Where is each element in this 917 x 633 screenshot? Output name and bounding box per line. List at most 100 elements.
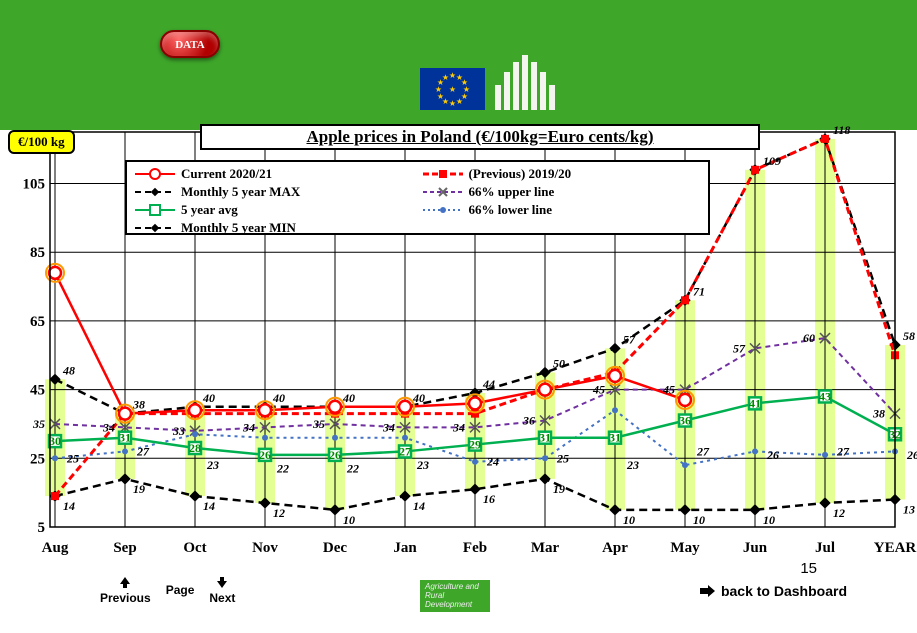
svg-text:34: 34 bbox=[452, 420, 465, 434]
svg-text:109: 109 bbox=[763, 154, 781, 168]
svg-text:10: 10 bbox=[623, 513, 635, 527]
svg-text:30: 30 bbox=[49, 434, 61, 448]
svg-text:25: 25 bbox=[30, 451, 45, 467]
svg-text:22: 22 bbox=[346, 462, 359, 476]
pillars-icon bbox=[495, 55, 555, 110]
svg-text:Sep: Sep bbox=[113, 540, 136, 556]
svg-text:40: 40 bbox=[272, 391, 285, 405]
svg-text:10: 10 bbox=[343, 513, 355, 527]
legend-previous: (Previous) 2019/20 bbox=[469, 166, 572, 182]
next-page-button[interactable]: Next bbox=[209, 575, 235, 605]
svg-text:May: May bbox=[670, 540, 700, 556]
svg-text:71: 71 bbox=[693, 284, 705, 298]
svg-text:27: 27 bbox=[136, 444, 150, 458]
svg-text:57: 57 bbox=[733, 341, 746, 355]
svg-text:10: 10 bbox=[763, 513, 775, 527]
svg-text:19: 19 bbox=[133, 482, 145, 496]
legend-min: Monthly 5 year MIN bbox=[181, 220, 296, 236]
svg-text:29: 29 bbox=[469, 438, 481, 452]
footer: 15 Previous Page Next Agriculture and Ru… bbox=[0, 575, 917, 633]
svg-text:40: 40 bbox=[342, 391, 355, 405]
svg-text:22: 22 bbox=[276, 462, 289, 476]
page-label: Page bbox=[166, 583, 195, 597]
svg-text:24: 24 bbox=[486, 455, 499, 469]
svg-text:35: 35 bbox=[32, 417, 45, 431]
svg-text:25: 25 bbox=[66, 451, 79, 465]
back-to-dashboard-link[interactable]: back to Dashboard bbox=[698, 583, 847, 599]
svg-text:10: 10 bbox=[693, 513, 705, 527]
svg-text:14: 14 bbox=[203, 499, 215, 513]
svg-text:28: 28 bbox=[189, 441, 201, 455]
svg-text:12: 12 bbox=[833, 506, 845, 520]
svg-text:Apr: Apr bbox=[602, 540, 628, 556]
page-number: 15 bbox=[800, 560, 817, 577]
svg-text:Mar: Mar bbox=[531, 540, 560, 556]
arrow-up-icon bbox=[118, 575, 132, 589]
svg-text:38: 38 bbox=[132, 398, 145, 412]
svg-text:41: 41 bbox=[749, 396, 761, 410]
svg-text:60: 60 bbox=[803, 331, 815, 345]
svg-text:33: 33 bbox=[172, 424, 185, 438]
svg-text:65: 65 bbox=[30, 314, 45, 330]
svg-text:50: 50 bbox=[553, 356, 565, 370]
svg-text:13: 13 bbox=[903, 503, 915, 517]
svg-text:43: 43 bbox=[819, 389, 831, 403]
next-label: Next bbox=[209, 591, 235, 605]
prev-label: Previous bbox=[100, 591, 151, 605]
svg-text:14: 14 bbox=[63, 499, 75, 513]
svg-text:14: 14 bbox=[413, 499, 425, 513]
legend-max: Monthly 5 year MAX bbox=[181, 184, 300, 200]
data-button[interactable]: DATA bbox=[160, 30, 220, 58]
svg-text:Feb: Feb bbox=[463, 540, 487, 556]
svg-text:27: 27 bbox=[696, 444, 710, 458]
svg-text:57: 57 bbox=[623, 332, 636, 346]
svg-text:45: 45 bbox=[30, 383, 45, 399]
legend-upper: 66% upper line bbox=[469, 184, 555, 200]
svg-text:34: 34 bbox=[382, 420, 395, 434]
svg-text:38: 38 bbox=[872, 407, 885, 421]
page-nav: Previous Page Next bbox=[100, 575, 235, 605]
arrow-right-icon bbox=[698, 584, 716, 598]
svg-text:34: 34 bbox=[102, 420, 115, 434]
y-axis-unit-label: €/100 kg bbox=[8, 130, 75, 154]
svg-text:118: 118 bbox=[833, 123, 850, 137]
svg-text:27: 27 bbox=[399, 444, 411, 458]
svg-text:Oct: Oct bbox=[183, 540, 206, 556]
svg-text:Jun: Jun bbox=[743, 540, 768, 556]
back-label: back to Dashboard bbox=[721, 583, 847, 599]
svg-text:5: 5 bbox=[38, 520, 46, 536]
chart-title: Apple prices in Poland (€/100kg=Euro cen… bbox=[200, 124, 760, 150]
svg-text:26: 26 bbox=[329, 448, 341, 462]
svg-text:31: 31 bbox=[119, 431, 131, 445]
svg-text:25: 25 bbox=[556, 451, 569, 465]
svg-text:36: 36 bbox=[522, 414, 535, 428]
svg-text:Dec: Dec bbox=[323, 540, 347, 556]
svg-text:19: 19 bbox=[553, 482, 565, 496]
svg-text:16: 16 bbox=[483, 492, 495, 506]
header-bar: DATA bbox=[0, 0, 917, 130]
svg-text:Jan: Jan bbox=[393, 540, 417, 556]
svg-text:23: 23 bbox=[416, 458, 429, 472]
svg-text:26: 26 bbox=[906, 448, 917, 462]
svg-text:36: 36 bbox=[679, 414, 691, 428]
svg-text:31: 31 bbox=[609, 431, 621, 445]
svg-text:34: 34 bbox=[242, 420, 255, 434]
svg-text:YEAR: YEAR bbox=[874, 540, 917, 556]
legend-lower: 66% lower line bbox=[469, 202, 553, 218]
svg-text:26: 26 bbox=[259, 448, 271, 462]
arrow-down-icon bbox=[215, 575, 229, 589]
svg-text:44: 44 bbox=[482, 377, 495, 391]
svg-text:45: 45 bbox=[662, 383, 675, 397]
svg-text:27: 27 bbox=[836, 444, 850, 458]
svg-text:105: 105 bbox=[23, 177, 46, 193]
svg-text:26: 26 bbox=[766, 448, 779, 462]
svg-text:Nov: Nov bbox=[252, 540, 278, 556]
svg-text:48: 48 bbox=[62, 363, 75, 377]
svg-text:45: 45 bbox=[592, 383, 605, 397]
agriculture-badge: Agriculture and Rural Development bbox=[420, 580, 490, 612]
eu-commission-logo bbox=[420, 55, 555, 110]
svg-text:Jul: Jul bbox=[815, 540, 835, 556]
prev-page-button[interactable]: Previous bbox=[100, 575, 151, 605]
svg-text:31: 31 bbox=[539, 431, 551, 445]
svg-text:85: 85 bbox=[30, 245, 45, 261]
